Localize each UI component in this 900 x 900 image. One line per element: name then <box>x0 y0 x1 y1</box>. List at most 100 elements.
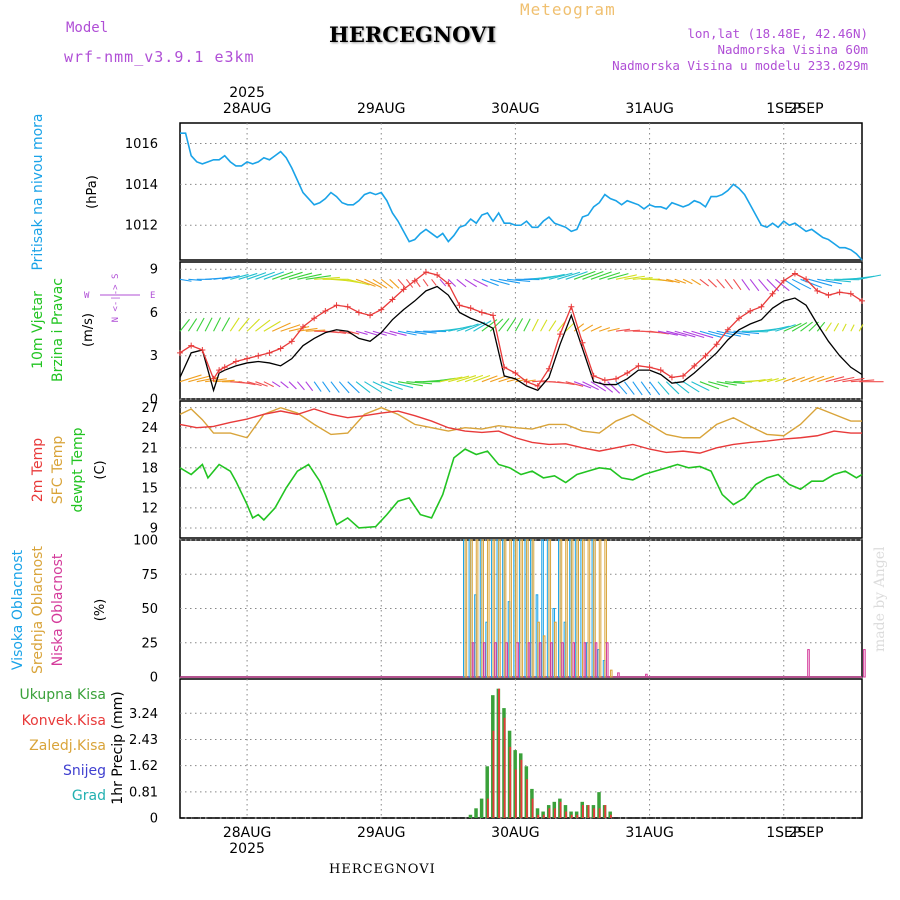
ylabel-dewpoint: dewpt Temp <box>70 427 86 512</box>
wind-barb <box>280 381 289 389</box>
panel-2: 0 3 6 9 <box>150 261 863 408</box>
y-tick-label: 2.43 <box>129 733 158 748</box>
cloud-bar <box>471 642 475 678</box>
wind-barb <box>825 376 845 383</box>
wind-barb <box>196 317 205 332</box>
wind-barb <box>205 378 227 383</box>
precip-convective-bar <box>598 808 601 818</box>
wind-barb <box>817 375 835 383</box>
cloud-bar <box>570 539 574 678</box>
precip-total-bar <box>479 798 484 818</box>
wind-barb <box>238 317 250 332</box>
cloud-bar <box>807 649 810 678</box>
precip-convective-bar <box>609 814 612 818</box>
model-elevation: Nadmorska Visina u modelu 233.029m <box>612 58 868 73</box>
y-tick-label: 27 <box>141 401 158 416</box>
wind-barb <box>708 330 732 338</box>
wind-barb-row <box>179 374 884 396</box>
cloud-bar <box>559 539 563 678</box>
wind-barb <box>506 318 517 332</box>
wind-barb <box>816 321 826 332</box>
precip-convective-bar <box>570 814 573 818</box>
wind-barb <box>850 379 875 383</box>
precip-convective-bar <box>486 798 489 818</box>
precip-legend-item: Grad <box>72 788 106 804</box>
wind-barb <box>716 381 737 386</box>
wind-barb <box>489 318 504 332</box>
wind-barb <box>229 317 240 332</box>
cloud-bar <box>505 642 508 678</box>
x-top-year: 2025 <box>229 85 265 101</box>
wind-barb <box>859 274 882 280</box>
wind-barb <box>665 381 680 395</box>
ylabel-wind-1: 10m Vjetar <box>30 291 46 369</box>
wind-barb <box>514 318 524 332</box>
cloud-bar <box>550 642 553 678</box>
cloud-bar <box>531 539 535 678</box>
wind-barb <box>800 321 813 332</box>
wind-barb <box>288 272 313 280</box>
wind-barb <box>850 324 855 332</box>
cloud-bar <box>486 539 490 678</box>
wind-barb <box>607 273 629 280</box>
wind-barb <box>221 275 240 280</box>
cloud-bar <box>572 642 576 678</box>
ylabel-wind-2: Brzina i Pravac <box>50 278 66 382</box>
wind-barb <box>280 324 301 332</box>
dewpoint-line <box>179 448 863 529</box>
wind-barb <box>858 324 864 332</box>
wind-barb <box>565 322 575 332</box>
wind-barb <box>381 330 397 337</box>
wind-gust-marker <box>780 277 787 284</box>
wind-barb <box>305 275 332 280</box>
wind-barb <box>699 330 723 339</box>
wind-gust-marker <box>244 355 251 362</box>
ylabel-pressure: Pritisak na nivou mora <box>30 113 46 270</box>
wind-barb <box>263 381 274 388</box>
wind-gust-marker <box>467 305 474 312</box>
wind-barb <box>355 330 368 335</box>
wind-barb <box>632 381 643 396</box>
wind-gust-marker <box>534 383 541 390</box>
wind-barb <box>280 271 303 280</box>
x-bottom-year: 2025 <box>229 841 265 857</box>
cloud-bar <box>593 539 596 678</box>
wind-barb <box>406 330 427 335</box>
wind-barb <box>389 330 407 336</box>
wind-barb <box>623 381 635 395</box>
wind-barb <box>364 278 382 288</box>
cloud-bar <box>542 635 546 678</box>
wind-gust-marker <box>613 375 620 382</box>
cloud-bar <box>492 539 496 678</box>
wind-barb <box>808 375 825 383</box>
y-tick-label: 50 <box>141 602 158 617</box>
wind-barb <box>272 322 291 332</box>
y-tick-label: 24 <box>141 421 158 436</box>
wind-gust-marker <box>557 331 564 338</box>
precip-convective-bar <box>503 717 506 818</box>
wind-barb <box>632 277 653 280</box>
wind-barb <box>389 278 400 289</box>
wind-barb <box>783 377 796 383</box>
wind-barb <box>758 378 773 383</box>
precip-convective-bar <box>542 814 545 818</box>
location-coords: lon,lat (18.48E, 42.46N) <box>687 26 868 41</box>
wind-gust-marker <box>803 276 810 283</box>
cloud-bar <box>587 539 591 678</box>
cloud-bar <box>576 539 580 678</box>
wind-barb <box>481 375 498 383</box>
panel-1: 1012 1014 1016 <box>125 122 863 261</box>
x-top-date: 1SEP <box>766 101 801 117</box>
wind-barb <box>699 278 710 287</box>
x-top-date: 28AUG <box>223 101 272 117</box>
wind-barb <box>380 278 394 289</box>
wind-barb <box>557 271 581 280</box>
wind-barb <box>682 278 693 285</box>
panel-frame <box>179 400 863 539</box>
cloud-bar <box>464 539 468 678</box>
wind-barb <box>473 320 492 332</box>
wind-barb <box>640 381 652 396</box>
wind-barb <box>775 324 796 332</box>
wind-barb <box>364 381 382 393</box>
wind-gust-marker <box>355 309 362 316</box>
